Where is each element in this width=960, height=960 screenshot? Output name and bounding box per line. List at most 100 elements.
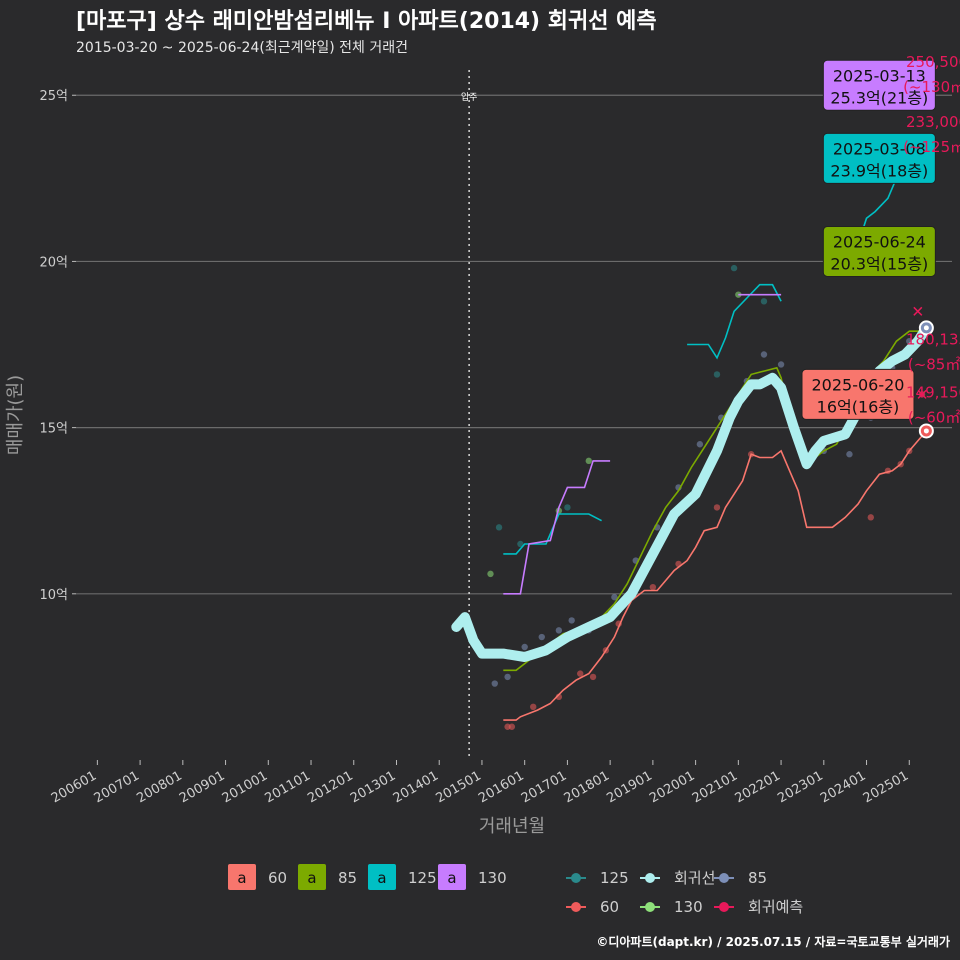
- x-tick-label: 201601: [476, 768, 526, 806]
- scatter-point-pt85: [491, 680, 498, 687]
- legend-size-glyph: a: [447, 869, 456, 887]
- latest-box-date: 2025-06-24: [833, 232, 926, 251]
- scatter-point-pt85: [521, 643, 528, 651]
- forecast-point: [917, 389, 927, 399]
- scatter-point-pt125: [760, 298, 768, 305]
- x-tick-label: 201001: [220, 768, 270, 806]
- x-tick-label: 202001: [647, 768, 697, 806]
- latest-box-3: [801, 368, 915, 420]
- latest-box-date: 2025-03-08: [833, 139, 926, 158]
- series-line-60: [503, 430, 928, 721]
- scatter-point-pt125: [495, 524, 503, 531]
- chart-subtitle: 2015-03-20 ~ 2025-06-24(최근계약일) 전체 거래건: [76, 40, 408, 56]
- forecast-value: 149,150: [906, 384, 960, 402]
- grid: [76, 94, 952, 595]
- legend-size-swatch: [438, 864, 466, 890]
- move-in-marker: 입주: [461, 70, 477, 760]
- scatter-point-pt60: [589, 673, 597, 681]
- forecast-area: (~125㎡): [903, 138, 960, 156]
- legend-size-swatch: [298, 864, 326, 890]
- credit-text: ©디아파트(dapt.kr) / 2025.07.15 / 자료=국토교통부 실…: [596, 934, 950, 949]
- scatter-point-pt60: [867, 514, 875, 521]
- latest-box-2: [822, 225, 936, 277]
- forecast-value: 250,500: [906, 53, 960, 71]
- legend-series-label: 130: [674, 898, 703, 916]
- x-tick-label: 201201: [305, 768, 355, 806]
- y-tick-label: 20억: [39, 255, 68, 270]
- legend-size-glyph: a: [237, 869, 246, 887]
- latest-box-1: [822, 132, 936, 184]
- scatter-point-pt85: [538, 633, 545, 641]
- y-axis-title: 매매가(원): [5, 375, 26, 455]
- scatter-point-pt125: [564, 504, 571, 511]
- legend-size-glyph: a: [307, 869, 316, 887]
- legend-series-dot: [719, 873, 729, 883]
- scatter-point-pt85: [777, 361, 785, 368]
- scatter-point-pt125: [730, 264, 738, 272]
- legend-size-swatch: [368, 864, 396, 890]
- legend-series-label: 125: [600, 869, 629, 887]
- legend-size-label: 85: [338, 869, 357, 887]
- chart-title: [마포구] 상수 래미안밤섬리베뉴 I 아파트(2014) 회귀선 예측: [76, 9, 657, 34]
- legend-size-label: 130: [478, 869, 507, 887]
- legend-size-label: 60: [268, 869, 287, 887]
- x-tick-label: 202401: [818, 768, 868, 806]
- legend-series-dot: [645, 873, 655, 883]
- y-tick-label: 15억: [39, 422, 68, 437]
- latest-box-0: [822, 59, 936, 111]
- scatter-point-pt85: [504, 673, 511, 681]
- x-tick-label: 201501: [433, 768, 483, 806]
- x-tick-label: 202101: [690, 768, 740, 806]
- x-axis-ticks: 2006012007012008012009012010012011012012…: [49, 760, 911, 806]
- scatter-point-pt60: [508, 723, 516, 730]
- scatter-point-pt85: [696, 441, 704, 448]
- forecast-point: [913, 306, 923, 316]
- x-tick-label: 201701: [519, 768, 569, 806]
- latest-trade-boxes: 2025-03-13 25.3억(21층) 2025-03-08 23.9억(18층)…: [801, 59, 936, 420]
- x-tick-label: 200701: [92, 768, 142, 806]
- scatter-point-pt125: [517, 540, 524, 548]
- x-tick-label: 201901: [604, 768, 654, 806]
- x-tick-label: 200601: [49, 768, 99, 806]
- latest-box-date: 2025-06-20: [811, 375, 904, 394]
- legend-series-dot: [571, 873, 581, 883]
- forecast-labels: 250,500 (~130㎡) 233,000 (~125㎡) 180,133 (~85㎡…: [903, 53, 960, 427]
- legend-series-label: 회귀예측: [748, 898, 803, 916]
- x-tick-label: 201101: [263, 768, 313, 806]
- legend-series-label: 회귀선: [674, 869, 715, 887]
- forecast-value: 233,000: [906, 113, 960, 131]
- y-tick-label: 10억: [39, 588, 68, 603]
- scatter-point-pt85: [568, 617, 575, 624]
- forecast-area: (~130㎡): [903, 78, 960, 96]
- scatter-point-pt60: [577, 670, 584, 677]
- x-tick-label: 200901: [177, 768, 227, 806]
- x-tick-label: 201401: [391, 768, 441, 806]
- y-axis-ticks: 10억 15억 20억 25억: [39, 89, 76, 603]
- forecast-value: 180,133: [906, 331, 960, 349]
- forecast-area: (~60㎡): [908, 409, 960, 427]
- scatter-point-pt60: [713, 504, 721, 511]
- scatter-point-pt130: [487, 570, 494, 578]
- scatter-point-pt130: [585, 457, 592, 465]
- scatter-point-pt85: [846, 451, 853, 458]
- legend-size-label: 125: [408, 869, 437, 887]
- x-tick-label: 202301: [775, 768, 825, 806]
- legend-series-dot: [645, 902, 655, 912]
- scatter-point-pt60: [649, 583, 657, 591]
- legend-size-swatch: [228, 864, 256, 890]
- legend-size-glyph: a: [377, 869, 386, 887]
- y-tick-label: 25억: [39, 89, 68, 104]
- latest-box-date: 2025-03-13: [833, 66, 926, 85]
- latest-box-price: 20.3억(15층): [830, 254, 928, 273]
- x-tick-label: 202501: [861, 768, 911, 806]
- forecast-area: (~85㎡): [908, 356, 960, 374]
- legend-series-label: 60: [600, 898, 619, 916]
- latest-box-price: 23.9억(18층): [830, 161, 928, 180]
- scatter-point-pt85: [555, 627, 563, 634]
- x-tick-label: 201801: [562, 768, 612, 806]
- legend-series-dot: [719, 902, 729, 912]
- x-tick-label: 201301: [348, 768, 398, 806]
- latest-box-price: 16억(16층): [817, 397, 900, 416]
- x-tick-label: 200801: [134, 768, 184, 806]
